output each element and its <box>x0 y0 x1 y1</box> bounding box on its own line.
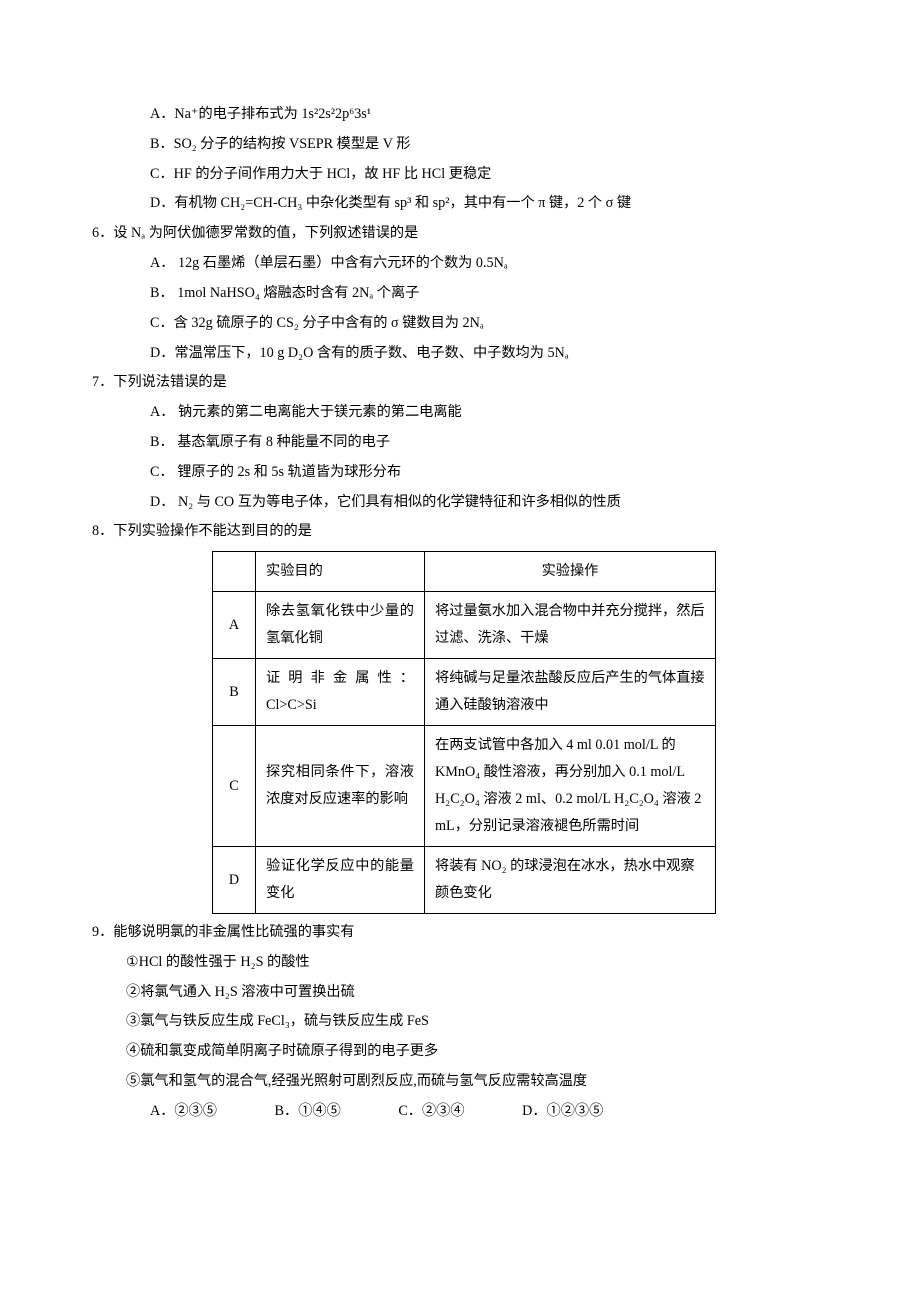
row-purpose: 验证化学反应中的能量变化 <box>256 847 425 914</box>
row-key: A <box>213 592 256 659</box>
q9-item-5: ⑤氯气和氢气的混合气,经强光照射可剧烈反应,而硫与氢气反应需较高温度 <box>126 1067 828 1097</box>
q9-choice-d: D．①②③⑤ <box>522 1097 603 1127</box>
q6-opt-a: A． 12g 石墨烯（单层石墨）中含有六元环的个数为 0.5Nₐ <box>150 249 828 279</box>
q6-opt-b: B． 1mol NaHSO₄ 熔融态时含有 2Nₐ 个离子 <box>150 279 828 309</box>
q7-opt-c: C． 锂原子的 2s 和 5s 轨道皆为球形分布 <box>150 458 828 488</box>
q9-stem: 9．能够说明氯的非金属性比硫强的事实有 <box>92 918 828 948</box>
q8-table: 实验目的 实验操作 A 除去氢氧化铁中少量的氢氧化铜 将过量氨水加入混合物中并充… <box>212 551 716 914</box>
row-purpose: 除去氢氧化铁中少量的氢氧化铜 <box>256 592 425 659</box>
q6-opt-c: C．含 32g 硫原子的 CS₂ 分子中含有的 σ 键数目为 2Nₐ <box>150 309 828 339</box>
table-row: D 验证化学反应中的能量变化 将装有 NO₂ 的球浸泡在冰水，热水中观察颜色变化 <box>213 847 716 914</box>
q9-item-3: ③氯气与铁反应生成 FeCl₃，硫与铁反应生成 FeS <box>126 1007 828 1037</box>
table-row: B 证 明 非 金 属 性 ：Cl>C>Si 将纯碱与足量浓盐酸反应后产生的气体… <box>213 659 716 726</box>
q5-opt-c: C．HF 的分子间作用力大于 HCl，故 HF 比 HCl 更稳定 <box>150 160 828 190</box>
q7-options: A． 钠元素的第二电离能大于镁元素的第二电离能 B． 基态氧原子有 8 种能量不… <box>92 398 828 517</box>
table-head-operation: 实验操作 <box>425 552 716 592</box>
q6-stem: 6．设 Nₐ 为阿伏伽德罗常数的值，下列叙述错误的是 <box>92 219 828 249</box>
q9-choice-a: A．②③⑤ <box>150 1097 217 1127</box>
q6-options: A． 12g 石墨烯（单层石墨）中含有六元环的个数为 0.5Nₐ B． 1mol… <box>92 249 828 368</box>
q9-choice-b: B．①④⑤ <box>275 1097 341 1127</box>
q9-choice-c: C．②③④ <box>398 1097 464 1127</box>
row-operation: 将纯碱与足量浓盐酸反应后产生的气体直接通入硅酸钠溶液中 <box>425 659 716 726</box>
table-row: A 除去氢氧化铁中少量的氢氧化铜 将过量氨水加入混合物中并充分搅拌，然后过滤、洗… <box>213 592 716 659</box>
q5-opt-a: A．Na⁺的电子排布式为 1s²2s²2p⁶3s¹ <box>150 100 828 130</box>
row-operation: 在两支试管中各加入 4 ml 0.01 mol/L 的KMnO₄ 酸性溶液，再分… <box>425 726 716 847</box>
q5-opt-b: B．SO₂ 分子的结构按 VSEPR 模型是 V 形 <box>150 130 828 160</box>
row-operation: 将装有 NO₂ 的球浸泡在冰水，热水中观察颜色变化 <box>425 847 716 914</box>
row-key: C <box>213 726 256 847</box>
row-purpose: 探究相同条件下，溶液浓度对反应速率的影响 <box>256 726 425 847</box>
table-row: C 探究相同条件下，溶液浓度对反应速率的影响 在两支试管中各加入 4 ml 0.… <box>213 726 716 847</box>
q9-items: ①HCl 的酸性强于 H₂S 的酸性 ②将氯气通入 H₂S 溶液中可置换出硫 ③… <box>92 948 828 1097</box>
row-key: B <box>213 659 256 726</box>
q8-stem: 8．下列实验操作不能达到目的的是 <box>92 517 828 547</box>
q9-item-2: ②将氯气通入 H₂S 溶液中可置换出硫 <box>126 978 828 1008</box>
row-operation: 将过量氨水加入混合物中并充分搅拌，然后过滤、洗涤、干燥 <box>425 592 716 659</box>
q9-item-4: ④硫和氯变成简单阴离子时硫原子得到的电子更多 <box>126 1037 828 1067</box>
table-head-purpose: 实验目的 <box>256 552 425 592</box>
q9-choices: A．②③⑤ B．①④⑤ C．②③④ D．①②③⑤ <box>92 1097 828 1127</box>
q7-opt-d: D． N₂ 与 CO 互为等电子体，它们具有相似的化学键特征和许多相似的性质 <box>150 488 828 518</box>
row-key: D <box>213 847 256 914</box>
q7-stem: 7．下列说法错误的是 <box>92 368 828 398</box>
row-purpose: 证 明 非 金 属 性 ：Cl>C>Si <box>256 659 425 726</box>
q7-opt-a: A． 钠元素的第二电离能大于镁元素的第二电离能 <box>150 398 828 428</box>
q9-item-1: ①HCl 的酸性强于 H₂S 的酸性 <box>126 948 828 978</box>
table-head-key <box>213 552 256 592</box>
q7-opt-b: B． 基态氧原子有 8 种能量不同的电子 <box>150 428 828 458</box>
q6-opt-d: D．常温常压下，10 g D₂O 含有的质子数、电子数、中子数均为 5Nₐ <box>150 339 828 369</box>
q5-options: A．Na⁺的电子排布式为 1s²2s²2p⁶3s¹ B．SO₂ 分子的结构按 V… <box>92 100 828 219</box>
q5-opt-d: D．有机物 CH₂=CH-CH₃ 中杂化类型有 sp³ 和 sp²，其中有一个 … <box>150 189 828 219</box>
